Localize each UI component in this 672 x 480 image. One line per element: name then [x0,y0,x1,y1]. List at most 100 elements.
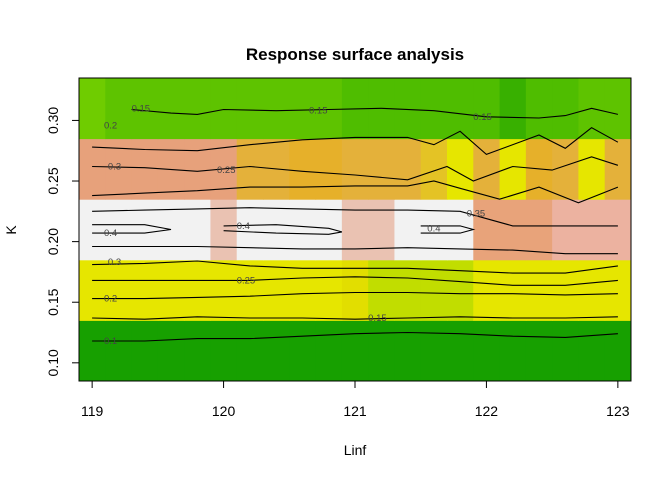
heatmap-cell [604,320,632,382]
heatmap-cell [105,199,133,261]
heatmap-cell [368,320,395,382]
heatmap-cell [184,138,211,200]
contour-label: 0.2 [104,120,117,131]
contour-label: 0.25 [217,165,236,176]
heatmap-cell [341,199,369,261]
contour-line-0.35 [92,207,618,227]
heatmap-cell [157,259,185,321]
heatmap-cell [341,259,369,321]
contour-line-0.1 [92,331,618,342]
contour-label: 0.15 [473,112,492,123]
x-tick-label: 119 [81,403,104,419]
heatmap-cell [473,320,501,382]
y-axis-label: K [3,225,19,235]
contour-line-0.25 [92,156,619,182]
x-axis: 119 120 121 122 123 [81,380,630,419]
heatmap-cell [79,138,106,200]
heatmap-cell [263,320,290,382]
heatmap-cell [420,78,448,140]
heatmap-cell [236,259,264,321]
heatmap-cell [578,199,606,261]
contour-line-0.4 [420,225,476,234]
contour-label: 0.15 [368,313,387,324]
heatmap-cell [236,320,264,382]
heatmap-cell [525,199,553,261]
heatmap-cell [131,199,159,261]
heatmap-cell [394,199,422,261]
y-tick-label: 0.30 [45,107,61,134]
contour-label: 0.2 [104,294,117,305]
heatmap-cell [157,199,185,261]
contour-line-0.4 [92,224,172,234]
contour-label: 0.35 [467,209,486,220]
heatmap-cell [79,78,106,140]
heatmap-cell [236,78,264,140]
heatmap-cell [525,78,553,140]
heatmap-cell [368,199,395,261]
contour-line-0.15 [92,316,618,320]
heatmap-cell [447,78,474,140]
contour-labels: 0.1 0.15 0.15 0.15 0.15 0.2 0.2 0.25 0.25 0.3 0.3 0… [104,103,492,347]
heatmap-cell [604,138,632,200]
contour-line-0.2 [92,127,619,156]
heatmap-cell [604,259,632,321]
x-tick-label: 120 [212,403,236,419]
heatmap-cell [473,78,501,140]
heatmap-cell [184,259,211,321]
heatmap-cell [447,320,474,382]
heatmap-cell [105,78,133,140]
heatmap-cell [236,138,264,200]
heatmap-cell [447,259,474,321]
contour-label: 0.25 [237,275,256,286]
heatmap-cell [473,138,501,200]
heatmap-cell [105,259,133,321]
heatmap-cell [79,320,106,382]
heatmap-cell [289,138,317,200]
heatmap-cell [552,259,579,321]
heatmap-cell [578,138,606,200]
heatmap-cell [420,320,448,382]
heatmap-cell [604,199,632,261]
heatmap-cell [420,138,448,200]
heatmap-cell [394,259,422,321]
heatmap-cell [473,259,501,321]
contour-label: 0.15 [309,106,328,117]
heatmap-cell [341,138,369,200]
y-axis: 0.10 0.15 0.20 0.25 0.30 [45,107,80,376]
y-tick-label: 0.10 [45,349,61,376]
contour-line-0.35 [92,245,618,255]
heatmap-cell [499,320,527,382]
x-tick-label: 122 [475,403,499,419]
heatmap-cell [157,78,185,140]
heatmap-cell [394,138,422,200]
y-tick-label: 0.15 [45,288,61,315]
heatmap-cell [236,199,264,261]
heatmap-cell [368,259,395,321]
y-tick-label: 0.25 [45,167,61,194]
contour-label: 0.4 [104,228,117,239]
contour-line-0.3 [92,260,618,274]
heatmap-cell [499,78,527,140]
heatmap-cell [315,138,343,200]
contour-label: 0.1 [104,336,117,347]
heatmap-cell [447,199,474,261]
contour-label: 0.4 [237,221,250,232]
heatmap-cell [420,199,448,261]
heatmap-cell [210,259,238,321]
heatmap-cell [289,259,317,321]
heatmap-cell [525,320,553,382]
y-tick-label: 0.20 [45,228,61,255]
contour-label: 0.3 [108,161,121,172]
chart-title: Response surface analysis [246,45,464,64]
contour-label: 0.3 [108,257,121,268]
heatmap-cell [552,320,579,382]
heatmap-cell [263,199,290,261]
heatmap-cell [499,259,527,321]
heatmap-cell [131,320,159,382]
contour-line-0.4 [223,224,343,235]
contour-lines [92,107,619,342]
heatmap-cell [131,259,159,321]
x-tick-label: 121 [343,403,367,419]
heatmap-cell [315,259,343,321]
